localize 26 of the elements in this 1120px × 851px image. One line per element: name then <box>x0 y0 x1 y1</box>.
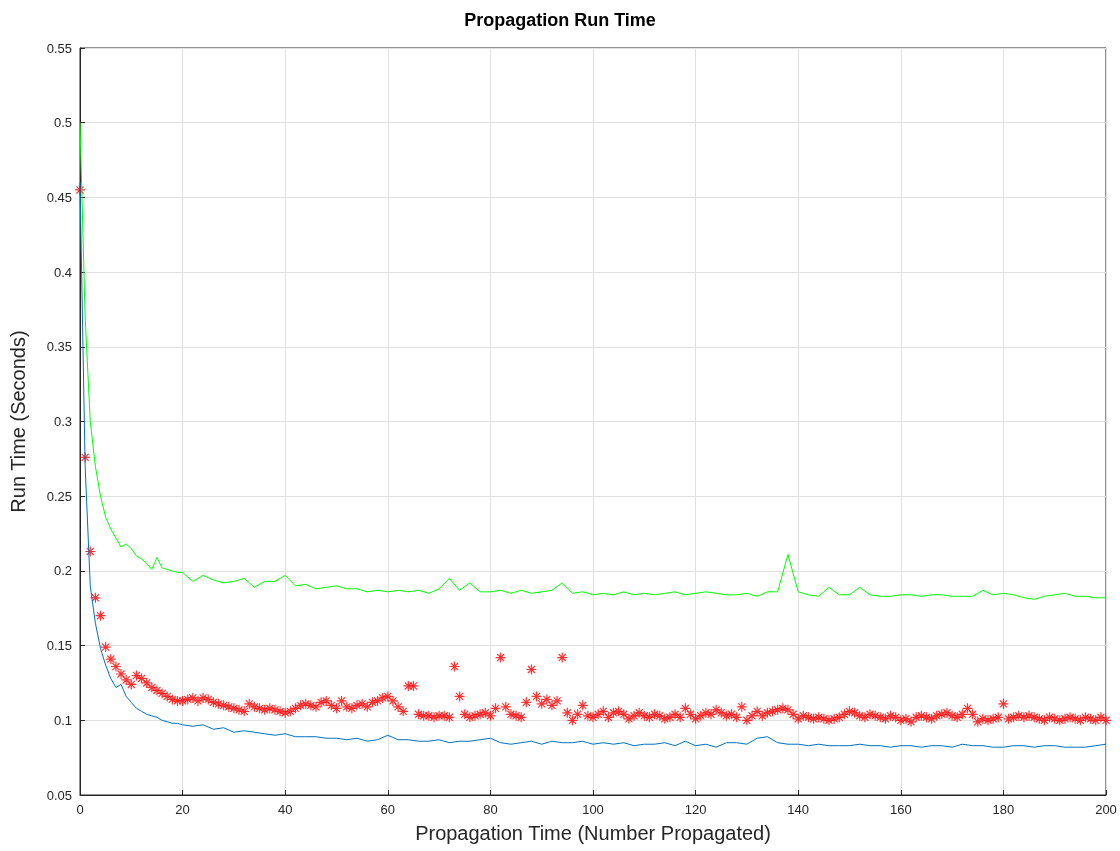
y-tick-label: 0.45 <box>46 189 72 205</box>
x-tick-label: 40 <box>277 802 293 817</box>
y-tick-label: 0.35 <box>46 339 72 355</box>
y-tick-label: 0.3 <box>53 414 72 429</box>
y-tick-label: 0.05 <box>46 787 72 803</box>
chart-title: Propagation Run Time <box>464 10 656 30</box>
x-tick-label: 80 <box>483 802 498 817</box>
y-tick-label: 0.4 <box>53 264 72 280</box>
y-tick-label: 0.5 <box>53 115 72 131</box>
x-tick-label: 140 <box>787 802 810 817</box>
x-tick-label: 120 <box>684 802 707 817</box>
y-tick-label: 0.55 <box>46 40 72 56</box>
x-tick-label: 0 <box>76 802 84 817</box>
x-tick-label: 180 <box>992 802 1015 817</box>
y-axis-title: Run Time (Seconds) <box>7 330 29 513</box>
y-tick-label: 0.1 <box>53 712 72 728</box>
x-tick-label: 200 <box>1095 802 1117 817</box>
line-series <box>79 122 1107 600</box>
x-tick-label: 160 <box>889 802 912 817</box>
y-tick-label: 0.25 <box>46 488 72 504</box>
y-tick-label: 0.2 <box>53 563 72 579</box>
x-tick-label: 20 <box>175 802 190 817</box>
x-axis-title: Propagation Time (Number Propagated) <box>415 822 771 844</box>
x-tick-label: 100 <box>582 802 604 817</box>
x-tick-label: 60 <box>380 802 396 817</box>
y-tick-label: 0.15 <box>46 638 72 654</box>
